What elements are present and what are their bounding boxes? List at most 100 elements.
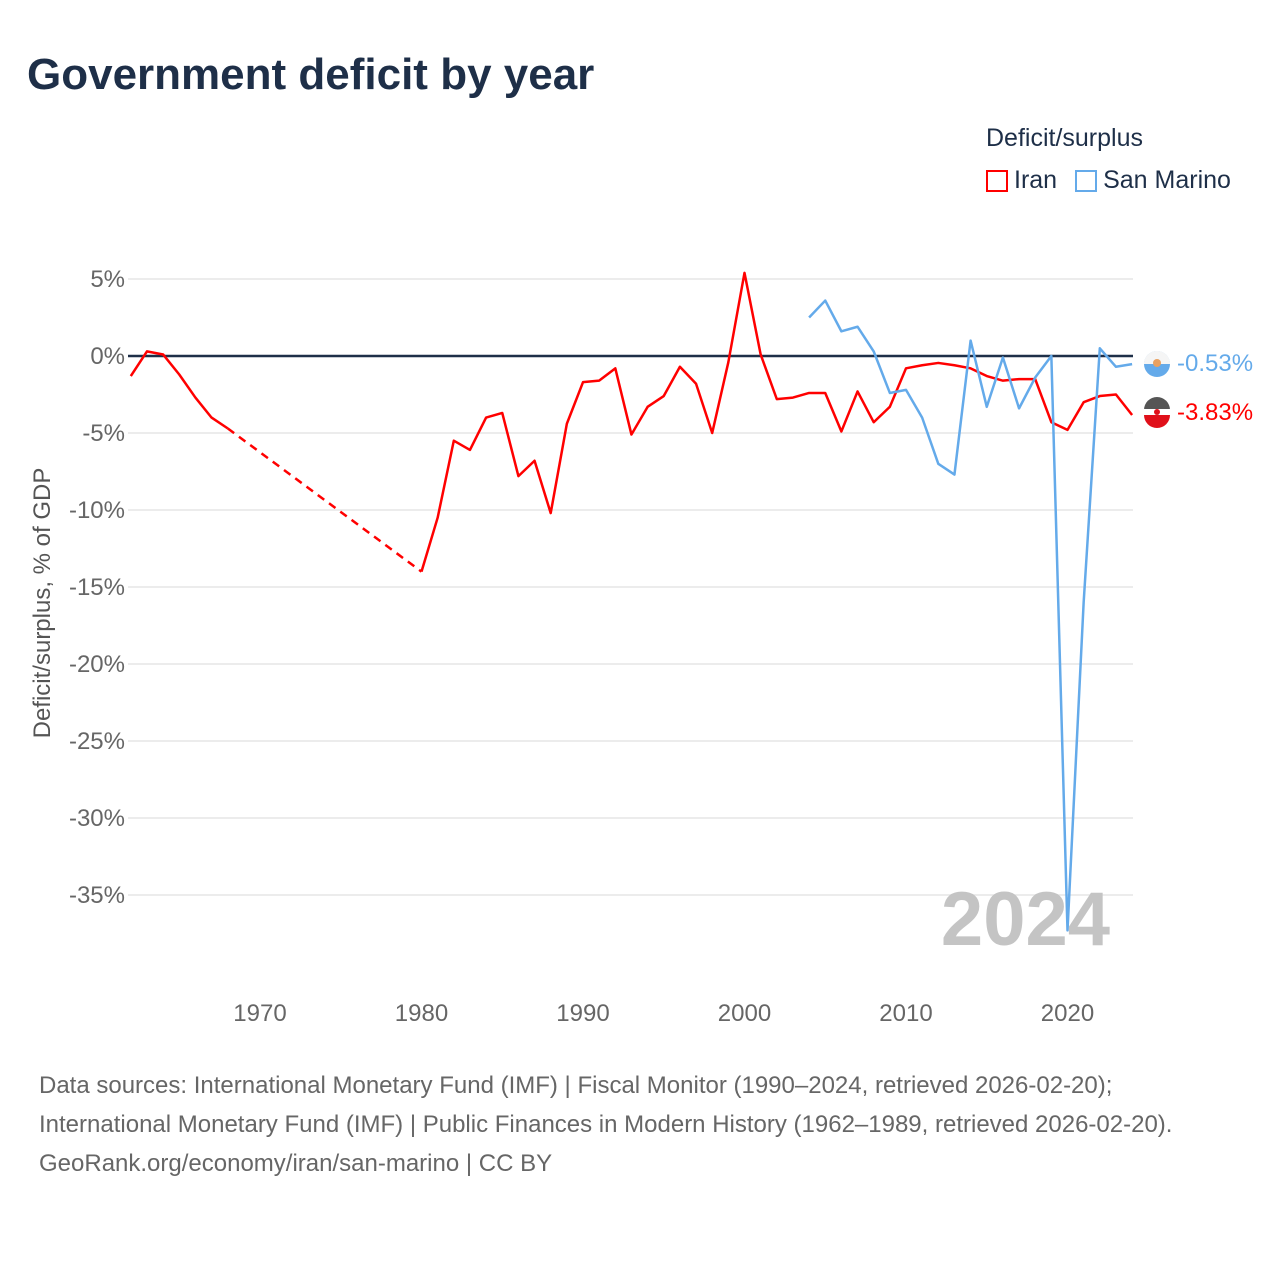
chart-svg: 5% 0% -5% -10% -15% -20% -25% -30% -35% 1970 1980 1… [29, 266, 1253, 1027]
y-tick-label: -35% [69, 882, 125, 909]
data-point-iran [467, 447, 473, 453]
x-tick-label: 1990 [556, 1000, 609, 1027]
x-tick-label: 2020 [1041, 1000, 1094, 1027]
data-point-iran [984, 373, 990, 379]
end-label-iran: -3.83% [1177, 399, 1253, 426]
data-point-san-marino [855, 324, 861, 330]
data-point-iran [919, 362, 925, 368]
data-point-iran [1081, 399, 1087, 405]
data-point-san-marino [951, 472, 957, 478]
data-point-iran [677, 364, 683, 370]
data-point-san-marino [1016, 405, 1022, 411]
data-point-iran [160, 351, 166, 357]
data-point-iran [871, 419, 877, 425]
data-point-san-marino [1048, 353, 1054, 359]
data-point-iran [419, 569, 425, 575]
chart-title: Government deficit by year [27, 50, 595, 99]
data-point-san-marino [984, 404, 990, 410]
data-point-san-marino [871, 348, 877, 354]
data-point-iran [225, 425, 231, 431]
data-point-iran [1113, 392, 1119, 398]
y-tick-label: 5% [90, 266, 125, 293]
data-point-iran [564, 421, 570, 427]
data-point-iran [451, 438, 457, 444]
data-point-san-marino [822, 298, 828, 304]
data-point-iran [548, 510, 554, 516]
data-point-san-marino [903, 387, 909, 393]
data-point-iran [628, 432, 634, 438]
data-point-san-marino [968, 338, 974, 344]
data-point-iran [209, 415, 215, 421]
year-watermark: 2024 [941, 877, 1110, 962]
x-tick-label: 2010 [879, 1000, 932, 1027]
x-tick-label: 1980 [395, 1000, 448, 1027]
y-tick-label: -15% [69, 574, 125, 601]
data-point-iran [806, 390, 812, 396]
data-point-iran [951, 362, 957, 368]
data-point-san-marino [887, 390, 893, 396]
series-line-iran [129, 350, 229, 430]
data-point-iran [1000, 378, 1006, 384]
data-point-san-marino [919, 415, 925, 421]
data-point-iran [838, 428, 844, 434]
data-point-iran [192, 395, 198, 401]
x-tick-label: 1970 [233, 1000, 286, 1027]
legend: Iran San Marino [986, 166, 1231, 195]
data-point-iran [1065, 427, 1071, 433]
y-tick-label: -30% [69, 805, 125, 832]
data-point-iran [435, 515, 441, 521]
data-point-iran [935, 360, 941, 366]
data-point-san-marino [1032, 375, 1038, 381]
data-point-iran [128, 373, 134, 379]
legend-item-san-marino[interactable]: San Marino [1075, 166, 1231, 195]
series-line-san-marino [808, 299, 1133, 932]
data-point-iran [515, 473, 521, 479]
flag-iran-icon [1144, 397, 1170, 428]
series-line-iran [420, 271, 1134, 572]
legend-label-iran: Iran [1014, 166, 1058, 194]
data-point-iran [742, 270, 748, 276]
data-point-iran [1016, 376, 1022, 382]
data-point-san-marino [1129, 361, 1135, 367]
flag-san-marino-icon [1144, 351, 1170, 377]
data-sources: Data sources: International Monetary Fun… [39, 1072, 1173, 1138]
data-point-iran [855, 388, 861, 394]
data-point-iran [887, 404, 893, 410]
y-axis-label: Deficit/surplus, % of GDP [29, 468, 56, 739]
footer: Data sources: International Monetary Fun… [39, 1066, 1239, 1183]
data-point-iran [661, 393, 667, 399]
data-point-iran [483, 415, 489, 421]
x-tick-label: 2000 [718, 1000, 771, 1027]
data-point-iran [903, 365, 909, 371]
y-tick-label: -10% [69, 497, 125, 524]
data-point-iran [580, 379, 586, 385]
data-point-iran [790, 395, 796, 401]
data-point-san-marino [1000, 355, 1006, 361]
data-point-iran [176, 371, 182, 377]
y-tick-label: -5% [82, 420, 125, 447]
data-point-san-marino [1065, 927, 1071, 933]
data-point-iran [709, 430, 715, 436]
legend-swatch-iran [986, 169, 1008, 192]
data-point-iran [774, 396, 780, 402]
legend-item-iran[interactable]: Iran [986, 166, 1057, 195]
legend-title: Deficit/surplus [986, 124, 1143, 152]
data-point-iran [1129, 412, 1135, 418]
data-point-san-marino [935, 461, 941, 467]
data-point-iran [612, 365, 618, 371]
y-tick-label: -25% [69, 728, 125, 755]
data-point-iran [645, 404, 651, 410]
data-point-iran [596, 378, 602, 384]
credit-link[interactable]: GeoRank.org/economy/iran/san-marino | CC… [39, 1150, 553, 1177]
series-line-iran [226, 427, 423, 573]
data-point-iran [144, 348, 150, 354]
data-point-iran [532, 458, 538, 464]
data-point-san-marino [1081, 599, 1087, 605]
y-tick-label: -20% [69, 651, 125, 678]
data-point-san-marino [1097, 345, 1103, 351]
end-label-san-marino: -0.53% [1177, 350, 1253, 377]
legend-label-san-marino: San Marino [1103, 166, 1231, 194]
data-point-iran [499, 410, 505, 416]
data-point-san-marino [1113, 364, 1119, 370]
data-point-iran [822, 390, 828, 396]
